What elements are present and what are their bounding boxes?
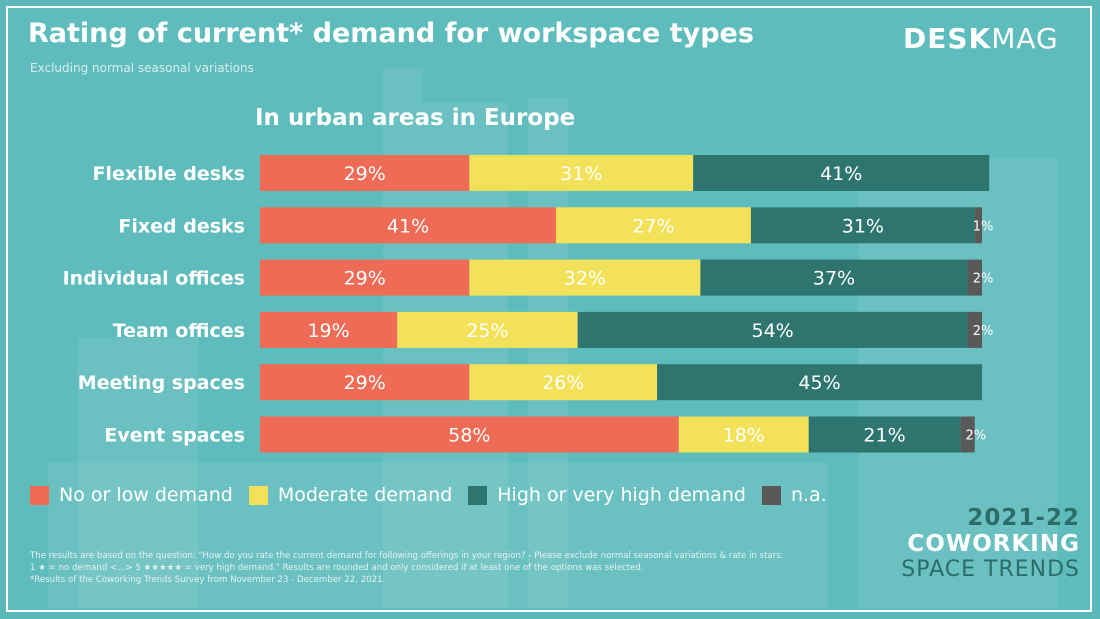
bar-segment-high <box>700 259 968 296</box>
bar-segment-high <box>693 155 990 191</box>
data-label-high: 45% <box>798 372 840 394</box>
legend-item-na: n.a. <box>761 484 827 506</box>
data-label-high: 54% <box>752 320 794 342</box>
data-label-moderate: 27% <box>632 215 674 237</box>
data-label-na: 2% <box>973 272 994 287</box>
footnote-line: 1 ★ = no demand <...> 5 ★★★★★ = very hig… <box>30 563 644 573</box>
legend-swatch-moderate <box>248 485 268 505</box>
data-label-low: 19% <box>307 320 349 342</box>
category-label: Team offices <box>113 320 245 342</box>
legend-swatch-na <box>761 485 781 505</box>
data-label-na: 2% <box>973 324 994 339</box>
brand-coworking: COWORKING <box>907 531 1080 557</box>
data-label-high: 21% <box>863 425 905 447</box>
bar-segment-moderate <box>678 416 809 453</box>
data-label-na: 2% <box>965 429 986 444</box>
bar-segment-high <box>577 311 968 348</box>
page-subtitle: Excluding normal seasonal variations <box>30 61 254 75</box>
legend-item-moderate: Moderate demand <box>248 484 453 506</box>
bar-segment-high <box>657 364 982 401</box>
brand-space-trends: SPACE TRENDS <box>901 557 1080 582</box>
data-label-low: 29% <box>344 372 386 394</box>
bar-segment-moderate <box>469 364 658 401</box>
brand-years: 2021-22 <box>967 505 1080 531</box>
legend-label-low: No or low demand <box>59 484 233 506</box>
logo-light-text: MAG <box>991 22 1059 55</box>
bar-segment-moderate <box>556 207 751 244</box>
bar-segment-na <box>974 207 982 244</box>
background-building <box>48 463 828 608</box>
category-label: Event spaces <box>104 425 245 447</box>
bar-segment-low <box>260 416 679 453</box>
legend-item-low: No or low demand <box>30 484 233 506</box>
bar-segment-moderate <box>397 311 578 348</box>
category-label: Meeting spaces <box>78 372 245 394</box>
bar-segment-na <box>967 311 982 348</box>
chart-title: In urban areas in Europe <box>255 105 576 131</box>
bar-segment-moderate <box>469 155 694 191</box>
legend-swatch-low <box>30 485 49 505</box>
legend-item-high: High or very high demand <box>468 484 746 506</box>
background-building <box>78 338 198 608</box>
bar-segment-high <box>750 207 975 244</box>
footnote: The results are based on the question: "… <box>30 550 880 586</box>
data-label-low: 58% <box>448 425 490 447</box>
data-label-moderate: 32% <box>564 268 606 290</box>
chart-legend: No or low demand Moderate demand High or… <box>30 480 843 510</box>
legend-label-na: n.a. <box>790 484 827 506</box>
legend-swatch-high <box>468 485 488 505</box>
page-title: Rating of current* demand for workspace … <box>28 18 754 49</box>
bar-segment-moderate <box>469 259 701 296</box>
data-label-low: 41% <box>387 215 429 237</box>
bar-segment-low <box>260 155 470 191</box>
data-label-moderate: 31% <box>560 163 602 185</box>
data-label-high: 37% <box>813 268 855 290</box>
bar-segment-na <box>967 259 982 296</box>
bar-segment-low <box>260 259 470 296</box>
legend-label-moderate: Moderate demand <box>277 484 453 506</box>
data-label-low: 29% <box>344 163 386 185</box>
category-label: Flexible desks <box>92 163 245 185</box>
bar-segment-na <box>960 416 975 453</box>
legend-label-high: High or very high demand <box>497 484 746 506</box>
category-label: Individual offices <box>63 268 245 290</box>
data-label-low: 29% <box>344 268 386 290</box>
footnote-line: *Results of the Coworking Trends Survey … <box>30 575 386 585</box>
bar-segment-high <box>808 416 961 453</box>
bar-segment-low <box>260 364 470 401</box>
footnote-line: The results are based on the question: "… <box>30 551 784 561</box>
data-label-moderate: 25% <box>466 320 508 342</box>
data-label-moderate: 18% <box>723 425 765 447</box>
bar-segment-low <box>260 207 557 244</box>
logo-bold-text: DESK <box>903 22 992 55</box>
data-label-high: 31% <box>842 215 884 237</box>
bar-segment-low <box>260 311 398 348</box>
deskmag-logo: DESKMAG <box>903 22 1059 55</box>
data-label-na: 1% <box>973 219 994 234</box>
data-label-moderate: 26% <box>542 372 584 394</box>
survey-brand: 2021-22 COWORKING SPACE TRENDS <box>901 505 1080 582</box>
data-label-high: 41% <box>820 163 862 185</box>
category-label: Fixed desks <box>118 215 245 237</box>
